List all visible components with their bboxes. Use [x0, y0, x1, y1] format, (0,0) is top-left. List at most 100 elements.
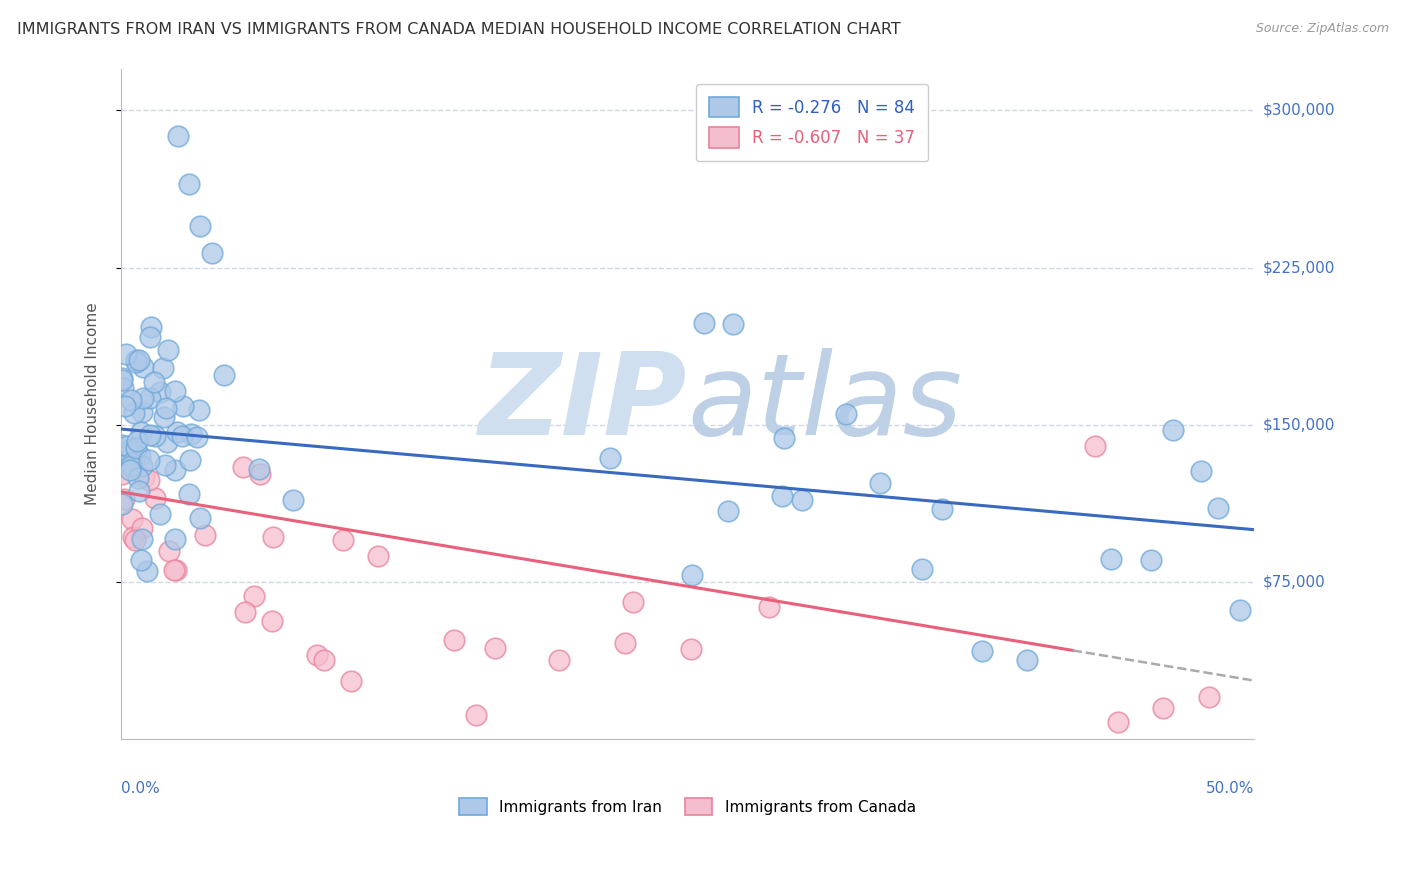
Point — [122, 406, 145, 420]
Point — [190, 219, 212, 233]
Point — [124, 533, 146, 547]
Point — [717, 504, 740, 518]
Point — [143, 491, 166, 506]
Point — [131, 405, 153, 419]
Point — [443, 633, 465, 648]
Point — [911, 562, 934, 576]
Point — [547, 653, 569, 667]
Point — [166, 425, 188, 439]
Point — [758, 599, 780, 614]
Point — [115, 439, 138, 453]
Point — [143, 429, 166, 443]
Point — [138, 473, 160, 487]
Point — [111, 497, 134, 511]
Point — [613, 636, 636, 650]
Point — [120, 442, 142, 456]
Point — [931, 502, 953, 516]
Point — [281, 493, 304, 508]
Text: IMMIGRANTS FROM IRAN VS IMMIGRANTS FROM CANADA MEDIAN HOUSEHOLD INCOME CORRELATI: IMMIGRANTS FROM IRAN VS IMMIGRANTS FROM … — [17, 22, 901, 37]
Point — [177, 487, 200, 501]
Point — [262, 614, 284, 628]
Point — [125, 352, 148, 367]
Point — [484, 640, 506, 655]
Point — [139, 427, 162, 442]
Point — [1163, 423, 1185, 437]
Point — [125, 442, 148, 456]
Point — [679, 642, 702, 657]
Point — [1107, 715, 1129, 730]
Text: atlas: atlas — [688, 349, 963, 459]
Point — [186, 430, 208, 444]
Point — [1206, 501, 1229, 516]
Point — [111, 371, 134, 385]
Point — [132, 391, 155, 405]
Text: $225,000: $225,000 — [1263, 260, 1334, 275]
Point — [188, 510, 211, 524]
Point — [153, 410, 176, 425]
Point — [142, 376, 165, 390]
Point — [120, 458, 142, 473]
Point — [693, 316, 716, 330]
Point — [1017, 652, 1039, 666]
Point — [118, 463, 141, 477]
Point — [1189, 464, 1212, 478]
Point — [621, 595, 644, 609]
Point — [1229, 603, 1251, 617]
Point — [179, 453, 201, 467]
Point — [835, 407, 858, 421]
Point — [232, 460, 254, 475]
Point — [122, 530, 145, 544]
Text: Source: ZipAtlas.com: Source: ZipAtlas.com — [1256, 22, 1389, 36]
Point — [139, 330, 162, 344]
Point — [131, 459, 153, 474]
Point — [163, 463, 186, 477]
Point — [177, 177, 200, 191]
Point — [125, 434, 148, 448]
Point — [149, 507, 172, 521]
Point — [131, 521, 153, 535]
Text: ZIP: ZIP — [479, 349, 688, 459]
Point — [367, 549, 389, 563]
Point — [243, 589, 266, 603]
Point — [165, 532, 187, 546]
Point — [156, 343, 179, 357]
Point — [114, 400, 136, 414]
Point — [869, 475, 891, 490]
Point — [180, 427, 202, 442]
Point — [247, 461, 270, 475]
Point — [1099, 552, 1122, 566]
Point — [139, 392, 162, 406]
Point — [262, 530, 284, 544]
Point — [111, 438, 134, 452]
Point — [681, 568, 703, 582]
Point — [157, 544, 180, 558]
Point — [307, 648, 329, 663]
Point — [249, 467, 271, 481]
Point — [163, 563, 186, 577]
Point — [165, 384, 187, 398]
Point — [214, 368, 236, 383]
Point — [114, 492, 136, 507]
Point — [149, 385, 172, 400]
Point — [128, 484, 150, 499]
Point — [172, 399, 194, 413]
Point — [721, 317, 744, 331]
Point — [112, 380, 135, 394]
Point — [139, 320, 162, 334]
Point — [465, 708, 488, 723]
Y-axis label: Median Household Income: Median Household Income — [86, 302, 100, 505]
Point — [155, 434, 177, 449]
Point — [128, 449, 150, 463]
Point — [790, 492, 813, 507]
Legend: Immigrants from Iran, Immigrants from Canada: Immigrants from Iran, Immigrants from Ca… — [451, 790, 924, 822]
Point — [1139, 552, 1161, 566]
Point — [155, 401, 177, 415]
Point — [127, 471, 149, 485]
Point — [128, 353, 150, 368]
Point — [201, 246, 224, 260]
Point — [132, 470, 155, 484]
Point — [129, 553, 152, 567]
Text: $300,000: $300,000 — [1263, 103, 1334, 118]
Point — [1152, 701, 1174, 715]
Text: $75,000: $75,000 — [1263, 574, 1324, 590]
